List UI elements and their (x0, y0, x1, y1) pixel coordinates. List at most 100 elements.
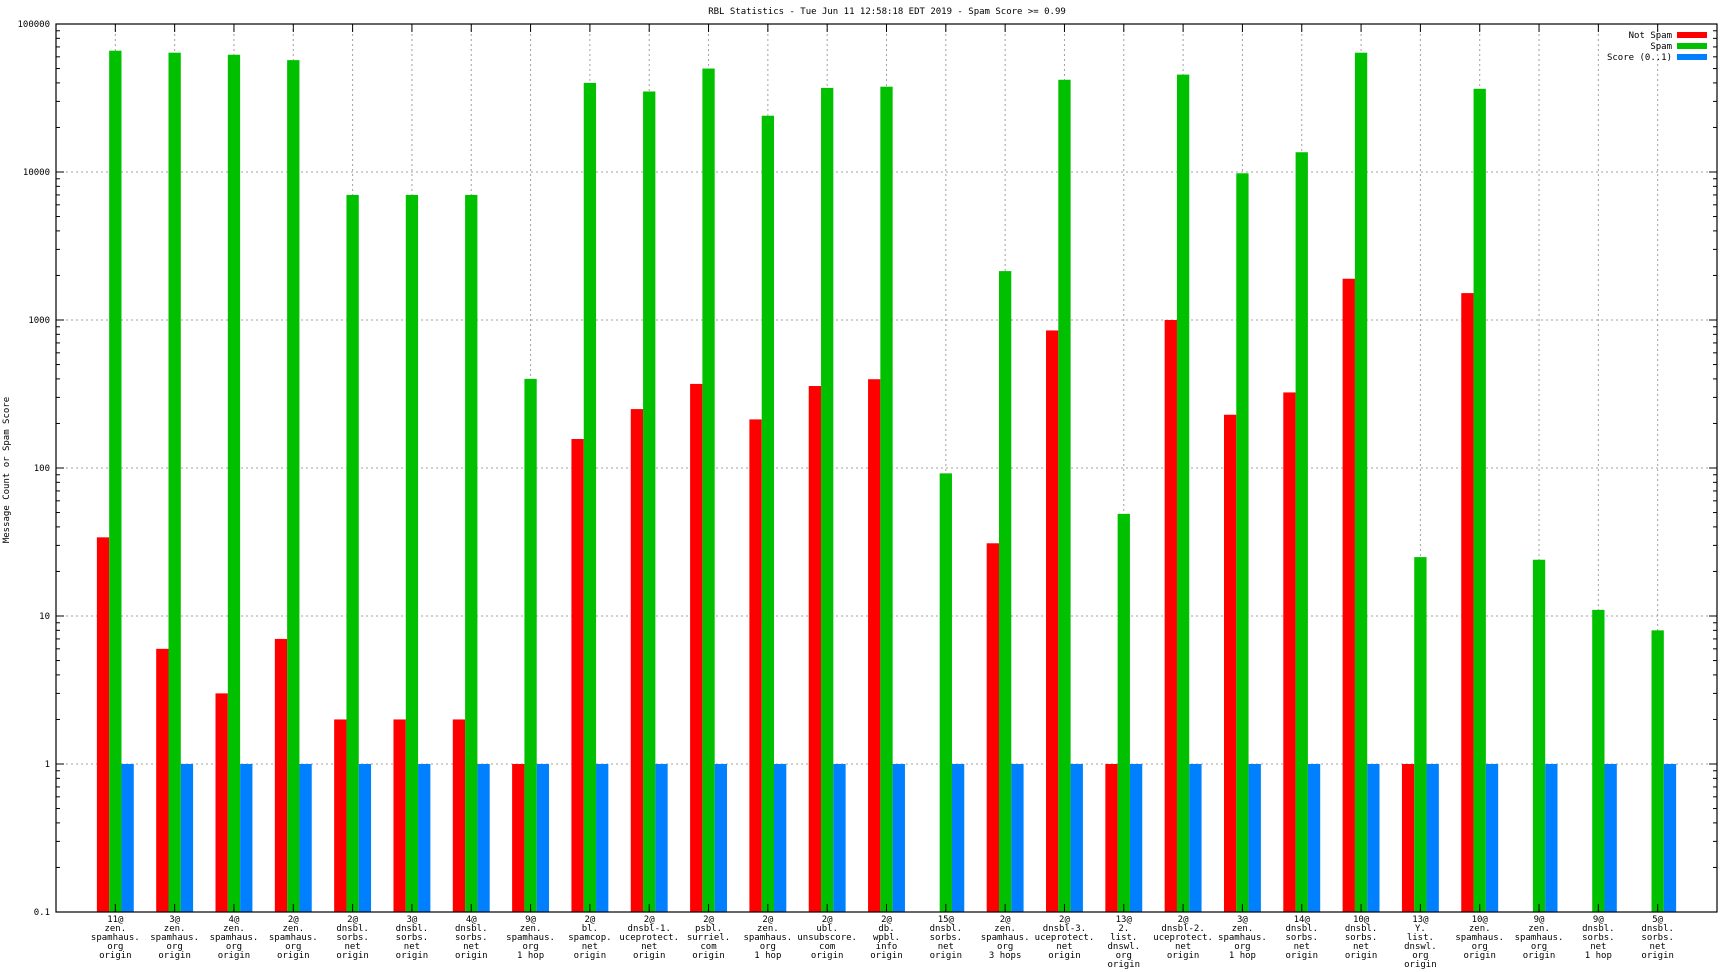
bar-score (833, 764, 846, 912)
bar-score (655, 764, 668, 912)
bar-spam (1651, 630, 1664, 912)
x-tick-label: origin (1285, 951, 1318, 961)
bar-score (1545, 764, 1558, 912)
x-tick-label: origin (1641, 951, 1674, 961)
x-tick-label: dnsbl. (1582, 924, 1615, 934)
x-tick-label: origin (1108, 960, 1141, 970)
y-tick-label: 100000 (17, 20, 50, 30)
x-tick-label: 2@ (1000, 915, 1011, 925)
bar-score (180, 764, 194, 912)
y-tick-label: 1 (45, 760, 50, 770)
bar-spam (643, 91, 656, 913)
x-tick-label: zen. (1469, 924, 1491, 934)
x-tick-label: 4@ (229, 915, 240, 925)
x-tick-label: org (760, 942, 776, 952)
x-tick-label: dnsbl. (1285, 924, 1318, 934)
x-tick-label: db. (878, 924, 894, 934)
x-tick-label: org (1531, 942, 1547, 952)
x-tick-label: org (167, 942, 183, 952)
x-tick-label: net (404, 942, 420, 952)
bar-score (1307, 764, 1321, 912)
x-tick-label: dnsbl. (336, 924, 369, 934)
x-tick-label: sorbs. (1285, 933, 1318, 943)
x-tick-label: 9@ (1593, 915, 1604, 925)
x-tick-label: origin (218, 951, 251, 961)
bar-score (1129, 764, 1143, 912)
x-tick-label: 15@ (938, 915, 955, 925)
bar-score (299, 764, 312, 912)
x-tick-label: origin (1345, 951, 1378, 961)
bar-spam (346, 194, 359, 913)
x-tick-label: dnsbl. (1345, 924, 1378, 934)
bar-not-spam (808, 386, 822, 913)
x-tick-label: zen. (1528, 924, 1550, 934)
bar-not-spam (749, 419, 762, 912)
bar-not-spam (452, 719, 466, 912)
axes: 0.111010010001000010000011@zen.spamhaus.… (17, 20, 1718, 970)
x-tick-label: psbl. (695, 924, 722, 934)
x-tick-label: 11@ (107, 915, 124, 925)
bar-spam (1592, 609, 1605, 912)
x-tick-label: sorbs. (455, 933, 488, 943)
x-tick-label: dnsbl. (1641, 924, 1674, 934)
x-tick-label: zen. (282, 924, 304, 934)
x-tick-label: sorbs. (1345, 933, 1378, 943)
x-tick-label: org (285, 942, 301, 952)
x-tick-label: origin (1404, 960, 1437, 970)
x-tick-label: spamhaus. (91, 933, 140, 943)
bar-not-spam (393, 719, 406, 912)
x-tick-label: net (1650, 942, 1666, 952)
x-tick-label: spamhaus. (269, 933, 318, 943)
x-tick-label: net (582, 942, 598, 952)
x-tick-label: origin (455, 951, 488, 961)
bar-spam (1354, 52, 1368, 912)
bar-not-spam (334, 719, 347, 912)
bar-not-spam (1223, 414, 1237, 912)
x-tick-label: 1 hop (517, 951, 544, 961)
x-tick-label: 3@ (407, 915, 418, 925)
bar-score (1604, 764, 1617, 912)
bar-score (596, 764, 609, 912)
legend-swatch (1677, 43, 1707, 49)
x-tick-label: dnswl. (1108, 942, 1141, 952)
bar-not-spam (630, 409, 644, 912)
x-tick-label: spamhaus. (1218, 933, 1267, 943)
x-tick-label: spamhaus. (150, 933, 199, 943)
x-tick-label: dnsbl-2. (1161, 924, 1204, 934)
x-tick-label: origin (811, 951, 844, 961)
x-tick-label: wpbl. (873, 933, 900, 943)
x-tick-label: net (1353, 942, 1369, 952)
x-tick-label: net (1056, 942, 1072, 952)
x-tick-label: ubl. (816, 924, 838, 934)
bar-spam (227, 54, 241, 913)
x-tick-label: origin (1463, 951, 1496, 961)
x-tick-label: 5@ (1652, 915, 1663, 925)
x-tick-label: 9@ (525, 915, 536, 925)
x-tick-label: sorbs. (1582, 933, 1615, 943)
x-tick-label: zen. (520, 924, 542, 934)
x-tick-label: 2@ (822, 915, 833, 925)
bar-spam (1295, 152, 1308, 913)
bar-score (774, 764, 787, 912)
x-tick-label: zen. (994, 924, 1016, 934)
x-tick-label: info (876, 942, 898, 952)
bar-not-spam (868, 379, 881, 913)
x-tick-label: 14@ (1294, 915, 1311, 925)
bar-spam (405, 194, 419, 913)
x-tick-label: origin (336, 951, 369, 961)
bar-score (1189, 764, 1202, 912)
x-tick-label: 1 hop (1585, 951, 1612, 961)
bar-not-spam (1105, 764, 1118, 912)
bar-score (1485, 764, 1499, 912)
x-tick-label: com (819, 942, 835, 952)
y-tick-label: 10 (39, 612, 50, 622)
x-tick-label: 2@ (1059, 915, 1070, 925)
x-tick-label: org (1412, 951, 1428, 961)
x-tick-label: 2@ (1178, 915, 1189, 925)
x-tick-label: 13@ (1116, 915, 1133, 925)
x-tick-label: origin (1523, 951, 1556, 961)
x-tick-label: 13@ (1412, 915, 1429, 925)
y-axis-label: Message Count or Spam Score (2, 397, 12, 543)
bar-spam (109, 50, 122, 912)
